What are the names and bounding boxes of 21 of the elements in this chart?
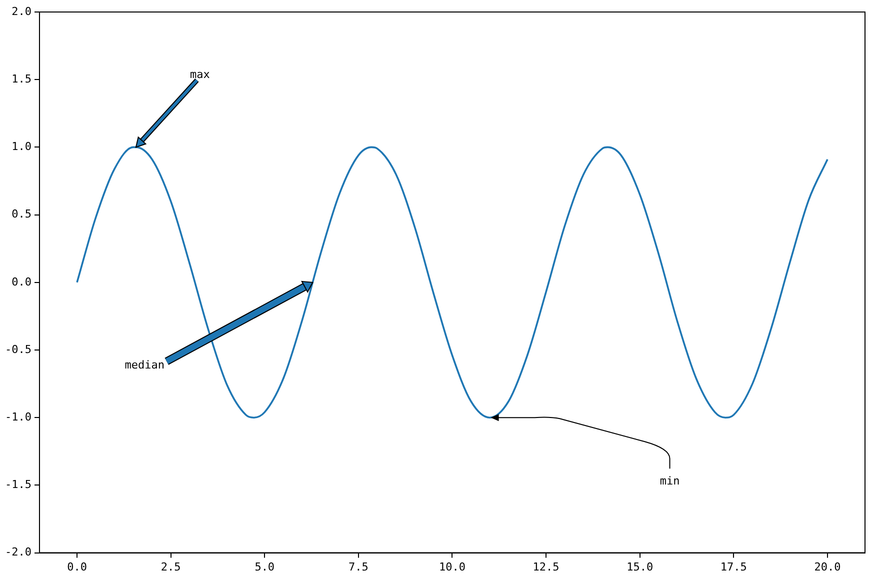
x-tick-label: 15.0: [626, 560, 654, 574]
x-tick-label: 17.5: [720, 560, 747, 574]
y-tick-label: -1.5: [4, 478, 32, 492]
x-tick-label: 2.5: [160, 560, 181, 574]
x-tick-label: 7.5: [348, 560, 368, 574]
y-tick-label: 1.0: [12, 140, 32, 154]
x-tick-label: 0.0: [67, 560, 87, 574]
y-tick-label: 1.5: [12, 72, 32, 86]
x-tick-label: 10.0: [438, 560, 466, 574]
y-tick-label: -1.0: [4, 410, 32, 424]
x-tick-label: 20.0: [814, 560, 841, 574]
y-tick-label: 2.0: [12, 4, 32, 18]
y-tick-label: -0.5: [4, 342, 32, 356]
x-tick-label: 5.0: [254, 560, 275, 574]
x-tick-label: 12.5: [532, 560, 560, 574]
y-tick-label: 0.0: [12, 275, 32, 288]
annotation: max: [190, 68, 210, 82]
y-tick-label: 0.5: [12, 208, 32, 221]
y-tick-label: -2.0: [4, 546, 32, 559]
annotation: median: [124, 358, 165, 372]
annotation: min: [660, 474, 680, 488]
